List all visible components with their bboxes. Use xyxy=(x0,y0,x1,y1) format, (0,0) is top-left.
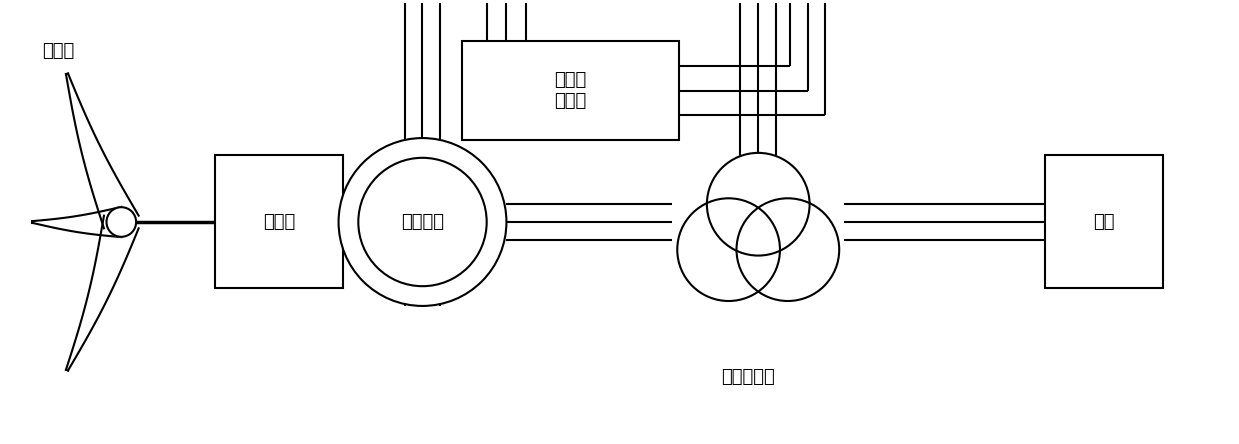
Circle shape xyxy=(736,198,839,301)
Bar xyxy=(462,41,679,140)
Bar xyxy=(1044,155,1163,288)
Circle shape xyxy=(678,198,781,301)
Text: 升压变压器: 升压变压器 xyxy=(721,368,776,386)
Bar xyxy=(216,155,343,288)
Circle shape xyxy=(107,207,136,237)
Polygon shape xyxy=(66,216,139,370)
Text: 风力机: 风力机 xyxy=(42,42,74,60)
Text: 齿轮筱: 齿轮筱 xyxy=(263,213,295,230)
Circle shape xyxy=(338,138,507,306)
Text: 背靠背
变流器: 背靠背 变流器 xyxy=(555,71,587,110)
Circle shape xyxy=(358,158,487,286)
Polygon shape xyxy=(32,207,121,237)
Polygon shape xyxy=(66,74,139,228)
Text: 双馈电机: 双馈电机 xyxy=(401,213,444,231)
Text: 电网: 电网 xyxy=(1093,213,1115,230)
Circle shape xyxy=(707,153,809,256)
